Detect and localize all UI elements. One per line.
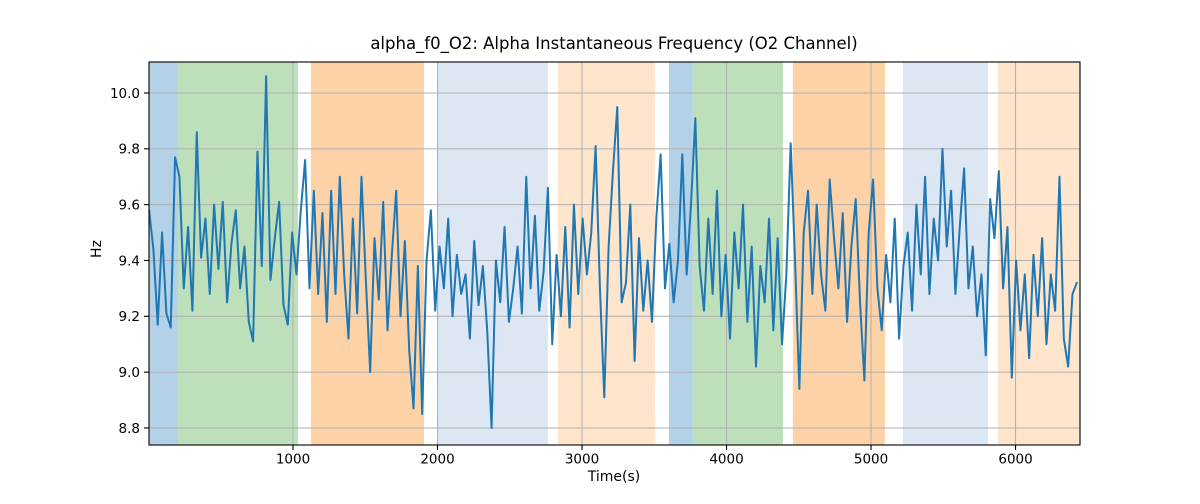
series-layer [149, 75, 1078, 429]
y-tick-label: 8.8 [119, 421, 140, 437]
chart-title: alpha_f0_O2: Alpha Instantaneous Frequen… [370, 34, 857, 54]
band-orange-2 [792, 62, 885, 445]
series-line [149, 75, 1078, 429]
band-blue-2 [668, 62, 693, 445]
band-lightblue-2 [902, 62, 988, 445]
y-tick-label: 9.4 [119, 253, 140, 269]
y-tick-label: 9.2 [119, 309, 140, 325]
x-tick-label: 3000 [565, 452, 599, 468]
y-tick-label: 9.6 [119, 197, 140, 213]
axes-spines-layer [148, 61, 1081, 446]
band-lightorange-2 [997, 62, 1080, 445]
y-tick-label: 9.8 [119, 142, 140, 158]
y-axis-label: Hz [89, 240, 105, 258]
y-tick-label: 10.0 [110, 86, 140, 102]
x-tick-label: 4000 [709, 452, 743, 468]
x-tick-label: 1000 [276, 452, 310, 468]
x-tick-label: 2000 [420, 452, 454, 468]
stage-bands-layer [149, 62, 1080, 445]
plot-border [148, 61, 1081, 446]
band-orange-1 [310, 62, 424, 445]
x-tick-label: 6000 [998, 452, 1032, 468]
y-tick-label: 9.0 [119, 365, 140, 381]
x-tick-label: 5000 [854, 452, 888, 468]
x-axis-label: Time(s) [587, 469, 640, 485]
tick-labels-layer: 1000 2000 3000 4000 5000 6000 8.8 9.0 9.2 9.4 9.6 9… [110, 86, 1033, 468]
